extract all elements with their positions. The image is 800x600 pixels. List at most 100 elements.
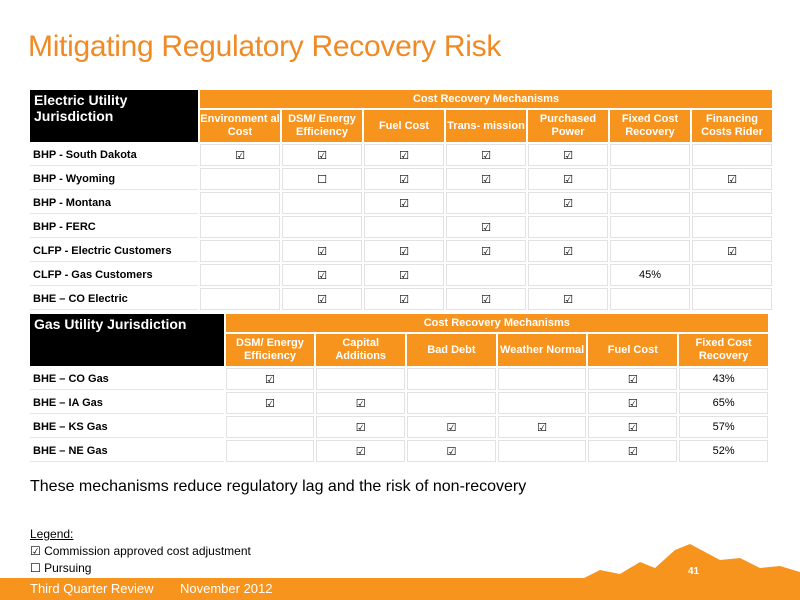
table-cell (282, 216, 362, 238)
legend-title: Legend: (30, 527, 74, 541)
summary-statement: These mechanisms reduce regulatory lag a… (30, 478, 527, 495)
table-cell (200, 288, 280, 310)
table-cell (692, 144, 773, 166)
table-cell (282, 192, 362, 214)
approved-check-icon: ☑ (407, 440, 496, 462)
electric-jurisdiction-header: Electric Utility Jurisdiction (30, 90, 198, 142)
row-label: BHP - Montana (30, 192, 198, 214)
approved-check-icon: ☑ (200, 144, 280, 166)
footer-date: November 2012 (180, 581, 273, 596)
electric-column-header: Fixed Cost Recovery (610, 110, 690, 142)
table-cell (200, 264, 280, 286)
electric-column-header: DSM/ Energy Efficiency (282, 110, 362, 142)
table-row: BHE – CO Gas ☑ ☑ 43% (30, 368, 768, 390)
approved-check-icon: ☑ (588, 392, 678, 414)
table-row: CLFP - Electric Customers ☑ ☑ ☑ ☑ ☑ (30, 240, 773, 262)
approved-check-icon: ☑ (528, 144, 608, 166)
approved-check-icon: ☑ (364, 264, 444, 286)
legend: Legend: ☑ Commission approved cost adjus… (30, 526, 251, 577)
row-label: CLFP - Gas Customers (30, 264, 198, 286)
table-row: BHE – KS Gas ☑ ☑ ☑ ☑ 57% (30, 416, 768, 438)
row-label: BHE – IA Gas (30, 392, 224, 414)
approved-check-icon: ☑ (497, 416, 587, 438)
row-label: BHE – NE Gas (30, 440, 224, 462)
table-cell (610, 144, 690, 166)
approved-check-icon: ☑ (588, 416, 678, 438)
table-cell (610, 168, 690, 190)
approved-check-icon: ☑ (407, 416, 496, 438)
table-row: BHP - Wyoming ☐ ☑ ☑ ☑ ☑ (30, 168, 773, 190)
table-cell (528, 216, 608, 238)
approved-check-icon: ☑ (282, 288, 362, 310)
approved-check-icon: ☑ (692, 240, 773, 262)
row-label: BHE – CO Gas (30, 368, 224, 390)
approved-check-icon: ☑ (446, 168, 526, 190)
approved-check-icon: ☑ (446, 144, 526, 166)
table-cell (364, 216, 444, 238)
table-cell: 57% (679, 416, 768, 438)
gas-mechanisms-header: Cost Recovery Mechanisms (225, 314, 768, 332)
table-cell (446, 192, 526, 214)
table-row: BHE – IA Gas ☑ ☑ ☑ 65% (30, 392, 768, 414)
pursuing-box-icon: ☐ (282, 168, 362, 190)
page-title: Mitigating Regulatory Recovery Risk (28, 30, 502, 63)
approved-check-icon: ☑ (316, 440, 406, 462)
footer-review-label: Third Quarter Review (30, 581, 154, 596)
table-row: BHE – NE Gas ☑ ☑ ☑ 52% (30, 440, 768, 462)
row-label: BHE – CO Electric (30, 288, 198, 310)
table-cell (497, 368, 587, 390)
approved-check-icon: ☑ (364, 168, 444, 190)
approved-check-icon: ☑ (446, 216, 526, 238)
table-cell (497, 392, 587, 414)
gas-column-header: Bad Debt (407, 334, 496, 366)
table-cell (316, 368, 406, 390)
table-cell (610, 216, 690, 238)
electric-column-header: Trans- mission (446, 110, 526, 142)
footer-bar: Third Quarter Review November 2012 (0, 578, 800, 600)
row-label: BHE – KS Gas (30, 416, 224, 438)
approved-check-icon: ☑ (282, 240, 362, 262)
table-cell: 45% (610, 264, 690, 286)
approved-check-icon: ☑ (316, 416, 406, 438)
table-cell (225, 416, 315, 438)
gas-column-header: Weather Normal (497, 334, 587, 366)
table-row: BHE – CO Electric ☑ ☑ ☑ ☑ (30, 288, 773, 310)
approved-check-icon: ☑ (282, 264, 362, 286)
gas-jurisdiction-table: Gas Utility Jurisdiction Cost Recovery M… (28, 312, 770, 464)
electric-column-header: Environment al Cost (200, 110, 280, 142)
table-cell (610, 240, 690, 262)
approved-check-icon: ☑ (528, 240, 608, 262)
row-label: BHP - FERC (30, 216, 198, 238)
table-cell (692, 264, 773, 286)
approved-check-icon: ☑ (588, 440, 678, 462)
table-row: BHP - South Dakota ☑ ☑ ☑ ☑ ☑ (30, 144, 773, 166)
legend-item-pursuing: ☐ Pursuing (30, 561, 92, 575)
gas-column-header: DSM/ Energy Efficiency (225, 334, 315, 366)
mountain-graphic (580, 544, 800, 580)
approved-check-icon: ☑ (446, 288, 526, 310)
approved-check-icon: ☑ (225, 368, 315, 390)
gas-column-header: Capital Additions (316, 334, 406, 366)
approved-check-icon: ☑ (364, 288, 444, 310)
table-cell (692, 192, 773, 214)
table-cell: 65% (679, 392, 768, 414)
table-row: BHP - FERC ☑ (30, 216, 773, 238)
electric-column-header: Fuel Cost (364, 110, 444, 142)
table-cell (407, 368, 496, 390)
approved-check-icon: ☑ (446, 240, 526, 262)
approved-check-icon: ☑ (692, 168, 773, 190)
table-row: CLFP - Gas Customers ☑ ☑ 45% (30, 264, 773, 286)
row-label: CLFP - Electric Customers (30, 240, 198, 262)
approved-check-icon: ☑ (588, 368, 678, 390)
table-cell: 43% (679, 368, 768, 390)
table-cell (692, 288, 773, 310)
approved-check-icon: ☑ (528, 168, 608, 190)
gas-jurisdiction-header: Gas Utility Jurisdiction (30, 314, 224, 366)
approved-check-icon: ☑ (528, 288, 608, 310)
gas-column-header: Fuel Cost (588, 334, 678, 366)
table-cell (225, 440, 315, 462)
approved-check-icon: ☑ (364, 144, 444, 166)
table-cell (200, 240, 280, 262)
table-cell (528, 264, 608, 286)
approved-check-icon: ☑ (225, 392, 315, 414)
